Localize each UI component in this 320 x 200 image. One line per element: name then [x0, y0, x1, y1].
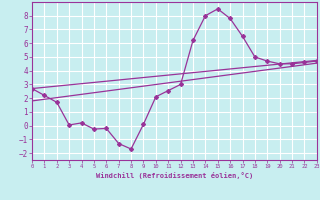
X-axis label: Windchill (Refroidissement éolien,°C): Windchill (Refroidissement éolien,°C)	[96, 172, 253, 179]
